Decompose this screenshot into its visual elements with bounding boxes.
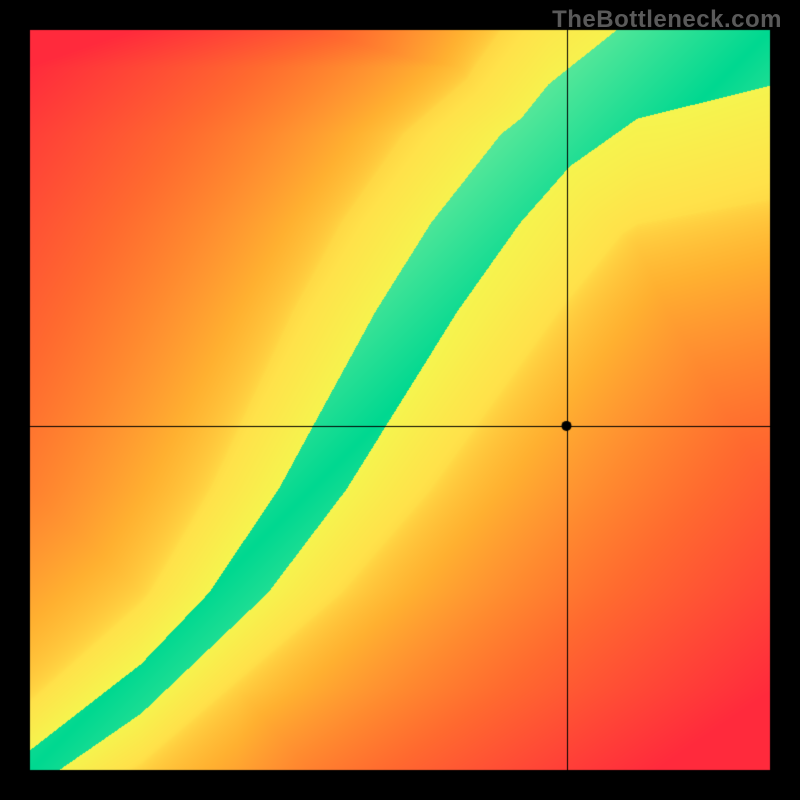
watermark-text: TheBottleneck.com xyxy=(552,6,782,34)
chart-container: TheBottleneck.com xyxy=(0,0,800,800)
bottleneck-heatmap-canvas xyxy=(0,0,800,800)
